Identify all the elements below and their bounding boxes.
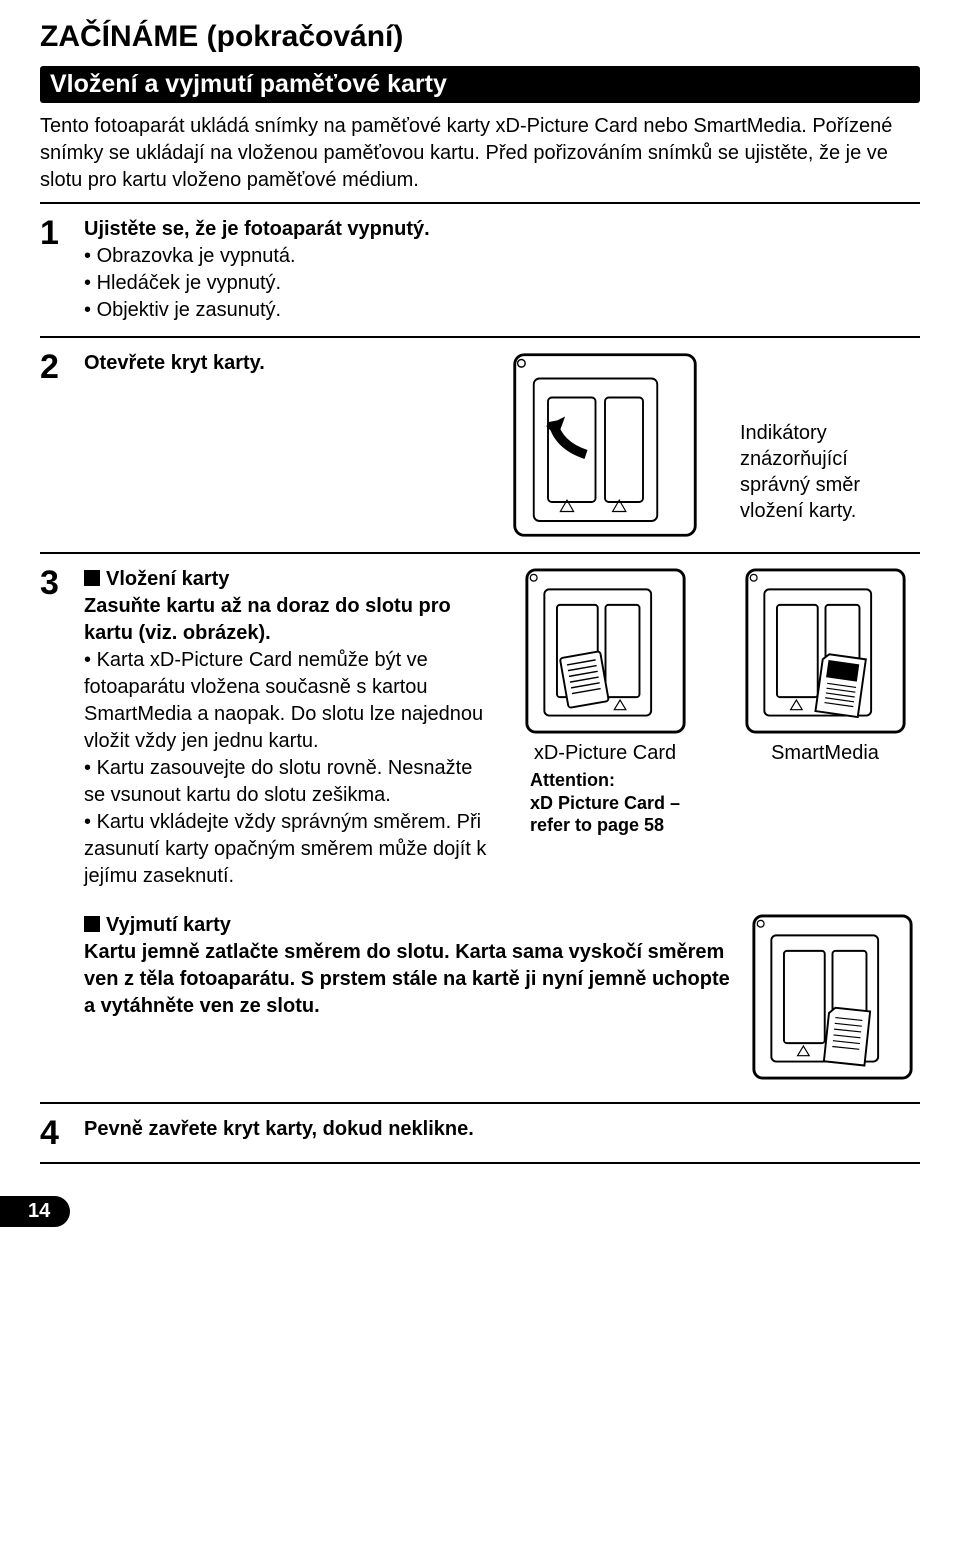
section-header: Vložení a vyjmutí paměťové karty [40,66,920,103]
attention-block: Attention: xD Picture Card – refer to pa… [530,769,680,837]
divider [40,552,920,554]
divider [40,202,920,204]
step3-lead: Zasuňte kartu až na doraz do slotu pro k… [84,593,496,647]
step-number: 3 [40,566,70,1090]
page-number-badge: 14 [0,1196,70,1227]
attention-line: refer to page 58 [530,814,680,837]
divider [40,336,920,338]
smartmedia-illustration: SmartMedia [730,566,920,767]
step1-heading: Ujistěte se, že je fotoaparát vypnutý. [84,216,920,243]
remove-card-illustration [750,912,920,1090]
intro-paragraph: Tento fotoaparát ukládá snímky na paměťo… [40,113,920,194]
step1-bullet: Hledáček je vypnutý. [84,270,920,297]
remove-subtitle: Vyjmutí karty [106,914,231,936]
xd-caption: xD-Picture Card [534,740,676,767]
divider [40,1162,920,1164]
step-3: 3 Vložení karty Zasuňte kartu až na dora… [40,560,920,1096]
page-title: ZAČÍNÁME (pokračování) [40,20,920,54]
step-2: 2 Otevřete kryt karty. Indikátory znázor… [40,344,920,546]
step-4: 4 Pevně zavřete kryt karty, dokud neklik… [40,1110,920,1156]
step3-bullet: Kartu vkládejte vždy správným směrem. Př… [84,809,496,890]
attention-line: xD Picture Card – [530,792,680,815]
square-bullet-icon [84,916,100,932]
step4-heading: Pevně zavřete kryt karty, dokud neklikne… [84,1118,474,1140]
camera-open-cover-illustration [490,350,720,540]
remove-text: Kartu jemně zatlačte směrem do slotu. Ka… [84,939,730,1020]
step1-bullet: Obrazovka je vypnutá. [84,243,920,270]
step-number: 4 [40,1116,70,1150]
step-1: 1 Ujistěte se, že je fotoaparát vypnutý.… [40,210,920,330]
step3-bullet: Kartu zasouvejte do slotu rovně. Nesnažt… [84,755,496,809]
step-number: 1 [40,216,70,324]
attention-label: Attention: [530,769,680,792]
step3-subtitle: Vložení karty [106,568,229,590]
xd-card-illustration: xD-Picture Card Attention: xD Picture Ca… [510,566,700,837]
step1-bullet: Objektiv je zasunutý. [84,297,920,324]
step2-heading: Otevřete kryt karty. [84,352,265,374]
square-bullet-icon [84,570,100,586]
divider [40,1102,920,1104]
step2-side-note: Indikátory znázorňující správný směr vlo… [740,350,920,524]
sm-caption: SmartMedia [771,740,879,767]
step3-bullet: Karta xD-Picture Card nemůže být ve foto… [84,647,496,755]
step-number: 2 [40,350,70,540]
